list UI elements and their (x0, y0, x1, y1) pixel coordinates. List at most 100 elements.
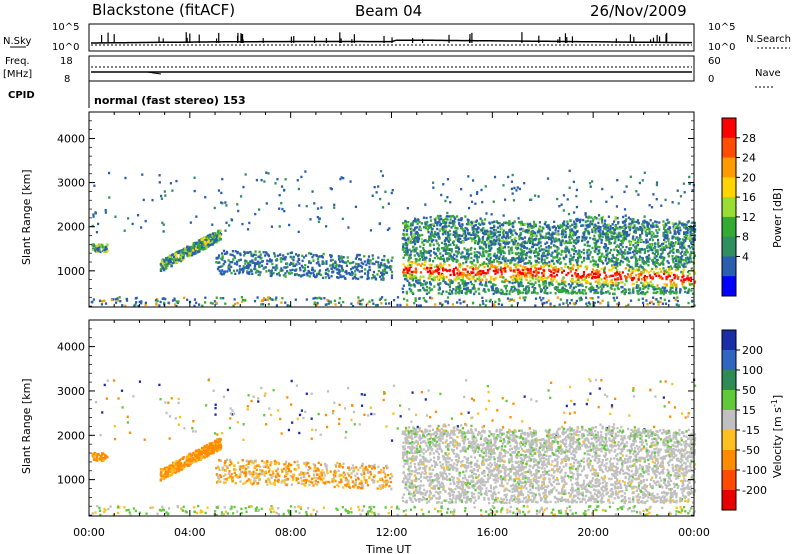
range-cell (607, 290, 610, 293)
range-cell (582, 273, 585, 276)
range-cell (257, 255, 260, 258)
range-cell (625, 278, 628, 282)
range-cell (476, 228, 479, 231)
range-cell (403, 277, 407, 281)
range-cell (648, 301, 652, 305)
range-cell (217, 239, 220, 242)
range-cell (440, 257, 443, 261)
range-cell (183, 247, 186, 250)
range-cell (410, 276, 413, 280)
range-cell (652, 287, 655, 290)
range-cell (499, 248, 502, 251)
range-cell (243, 250, 246, 254)
range-cell (496, 265, 499, 269)
range-cell (490, 285, 493, 288)
range-cell (560, 250, 564, 253)
range-cell (578, 280, 581, 284)
range-cell (481, 283, 484, 287)
range-cell (538, 246, 541, 250)
range-cell (300, 275, 303, 278)
range-cell (589, 236, 592, 240)
range-cell (660, 287, 663, 291)
range-cell (450, 250, 453, 253)
range-cell (298, 204, 301, 207)
range-cell (548, 228, 552, 231)
range-cell (571, 274, 574, 277)
range-cell (158, 181, 161, 184)
range-cell (544, 289, 547, 293)
range-cell (114, 215, 117, 218)
range-cell (657, 303, 660, 306)
range-cell (213, 300, 217, 303)
range-cell (519, 284, 522, 287)
range-cell (594, 231, 597, 234)
range-cell (654, 291, 657, 295)
range-cell (618, 261, 622, 265)
range-cell (555, 260, 559, 263)
range-cell (515, 268, 518, 271)
range-cell (637, 278, 640, 281)
range-cell (373, 185, 376, 189)
range-cell (447, 243, 450, 247)
range-cell (392, 298, 396, 302)
range-cell (225, 250, 229, 254)
range-cell (602, 291, 605, 295)
range-cell (478, 282, 482, 286)
range-cell (292, 255, 295, 259)
range-cell (511, 281, 514, 285)
range-cell (610, 248, 613, 252)
range-cell (511, 278, 514, 282)
range-cell (597, 286, 600, 290)
range-cell (114, 301, 118, 304)
range-cell (200, 243, 204, 246)
range-cell (414, 277, 418, 280)
range-cell (593, 264, 596, 268)
range-cell (607, 304, 610, 307)
range-cell (666, 231, 669, 234)
range-cell (408, 260, 411, 264)
range-cell (139, 226, 143, 229)
range-cell (483, 261, 486, 264)
range-cell (215, 301, 218, 305)
range-cell (351, 304, 355, 308)
range-cell (444, 300, 447, 303)
range-cell (167, 261, 170, 265)
range-cell (411, 228, 414, 231)
range-cell (486, 269, 490, 272)
range-cell (188, 250, 191, 253)
range-cell (557, 282, 560, 285)
range-cell (609, 242, 613, 245)
range-cell (571, 234, 575, 237)
range-cell (312, 259, 315, 262)
range-cell (182, 256, 185, 260)
range-cell (614, 216, 617, 219)
range-cell (442, 246, 445, 250)
range-cell (615, 245, 618, 249)
range-cell (380, 273, 384, 277)
range-cell (199, 241, 202, 245)
range-cell (443, 268, 446, 271)
range-cell (614, 217, 617, 221)
range-cell (193, 244, 196, 248)
range-cell (682, 278, 686, 281)
range-cell (689, 253, 692, 256)
range-cell (415, 246, 418, 250)
range-cell (193, 176, 196, 179)
range-cell (284, 301, 287, 304)
range-cell (489, 253, 492, 256)
range-cell (663, 248, 666, 251)
range-cell (436, 266, 439, 269)
range-cell (612, 292, 615, 296)
range-cell (217, 254, 221, 257)
range-cell (465, 252, 469, 255)
range-cell (669, 279, 672, 282)
range-cell (544, 220, 547, 224)
range-cell (489, 226, 492, 230)
range-cell (647, 264, 650, 267)
range-cell (641, 277, 644, 281)
range-cell (571, 228, 574, 231)
range-cell (616, 302, 619, 306)
range-cell (429, 219, 433, 222)
range-cell (613, 288, 616, 291)
range-cell (573, 290, 577, 294)
